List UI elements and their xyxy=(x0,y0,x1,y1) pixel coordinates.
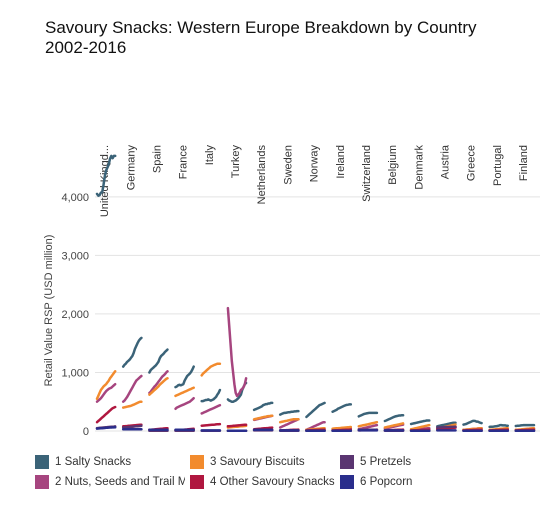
country-label: Finland xyxy=(518,145,530,181)
legend-label: 4 Other Savoury Snacks xyxy=(210,476,335,488)
series-line xyxy=(436,425,457,429)
series-line xyxy=(200,388,222,403)
series-line xyxy=(226,306,248,398)
series-line xyxy=(331,425,353,430)
legend-item[interactable]: 4 Other Savoury Snacks xyxy=(190,475,340,489)
y-tick-label: 3,000 xyxy=(61,250,89,262)
legend-item[interactable]: 5 Pretzels xyxy=(340,455,490,469)
series-line xyxy=(95,405,117,424)
legend-swatch xyxy=(35,455,49,469)
series-line xyxy=(121,374,143,403)
series-line xyxy=(148,370,169,395)
legend-item[interactable]: 3 Savoury Biscuits xyxy=(190,455,340,469)
y-tick-label: 0 xyxy=(83,426,89,438)
y-tick-label: 2,000 xyxy=(61,309,89,321)
series-line xyxy=(95,426,117,430)
series-line xyxy=(409,419,431,426)
series-line xyxy=(305,401,326,419)
country-label: Switzerland xyxy=(361,145,373,202)
legend-label: 2 Nuts, Seeds and Trail M xyxy=(55,476,185,488)
legend-label: 5 Pretzels xyxy=(360,456,412,468)
country-label: Denmark xyxy=(413,145,425,190)
series-line xyxy=(462,419,483,426)
legend-label: 1 Salty Snacks xyxy=(55,456,132,468)
series-line xyxy=(252,414,274,421)
series-line xyxy=(200,422,222,427)
series-line xyxy=(174,365,195,389)
series-line xyxy=(514,423,536,428)
series-line xyxy=(148,348,169,374)
legend-item[interactable]: 1 Salty Snacks xyxy=(35,455,185,469)
y-tick-label: 4,000 xyxy=(61,192,89,204)
series-line xyxy=(278,418,300,429)
country-label: Norway xyxy=(309,145,321,183)
country-label: Belgium xyxy=(387,145,399,185)
chart-title-line-1: Savoury Snacks: Western Europe Breakdown… xyxy=(45,18,477,37)
series-line xyxy=(121,424,143,429)
series-line xyxy=(174,396,195,411)
series-line xyxy=(226,423,248,428)
series-line xyxy=(278,418,300,424)
series-line xyxy=(383,413,405,423)
legend-label: 3 Savoury Biscuits xyxy=(210,456,305,468)
series-line xyxy=(278,409,300,416)
series-line xyxy=(95,370,117,401)
country-label: Netherlands xyxy=(256,145,268,205)
chart-title-line-2: 2002-2016 xyxy=(45,38,127,57)
series-line xyxy=(409,423,431,431)
country-label: Germany xyxy=(125,145,137,191)
legend-label: 6 Popcorn xyxy=(360,476,413,488)
country-label: Spain xyxy=(152,145,164,173)
series-line xyxy=(436,421,457,428)
country-label: Turkey xyxy=(230,145,242,179)
legend-swatch xyxy=(190,475,204,489)
legend-swatch xyxy=(35,475,49,489)
series-line xyxy=(357,411,379,418)
country-label: Ireland xyxy=(335,145,347,179)
series-line xyxy=(121,400,143,409)
legend-swatch xyxy=(340,455,354,469)
legend-item[interactable]: 2 Nuts, Seeds and Trail M xyxy=(35,475,185,489)
series-line xyxy=(200,362,222,377)
series-line xyxy=(95,382,117,403)
chart-title: Savoury Snacks: Western Europe Breakdown… xyxy=(45,18,477,58)
legend-swatch xyxy=(340,475,354,489)
legend-swatch xyxy=(190,455,204,469)
series-line xyxy=(174,386,195,398)
series-line xyxy=(331,403,353,413)
y-tick-label: 1,000 xyxy=(61,367,89,379)
series-line xyxy=(200,403,222,415)
series-line xyxy=(488,423,510,429)
series-line xyxy=(383,422,405,429)
country-label: Portugal xyxy=(492,145,504,186)
series-line xyxy=(252,401,274,412)
y-axis-title: Retail Value RSP (USD million) xyxy=(43,235,55,387)
country-label: Sweden xyxy=(282,145,294,185)
series-line xyxy=(148,377,169,396)
country-label: Austria xyxy=(439,144,451,179)
series-line xyxy=(121,336,143,368)
country-label: France xyxy=(178,145,190,179)
country-label: Italy xyxy=(204,145,216,166)
country-label: Greece xyxy=(466,145,478,181)
legend-item[interactable]: 6 Popcorn xyxy=(340,475,490,489)
series-line xyxy=(95,154,117,197)
series-line xyxy=(357,420,379,428)
